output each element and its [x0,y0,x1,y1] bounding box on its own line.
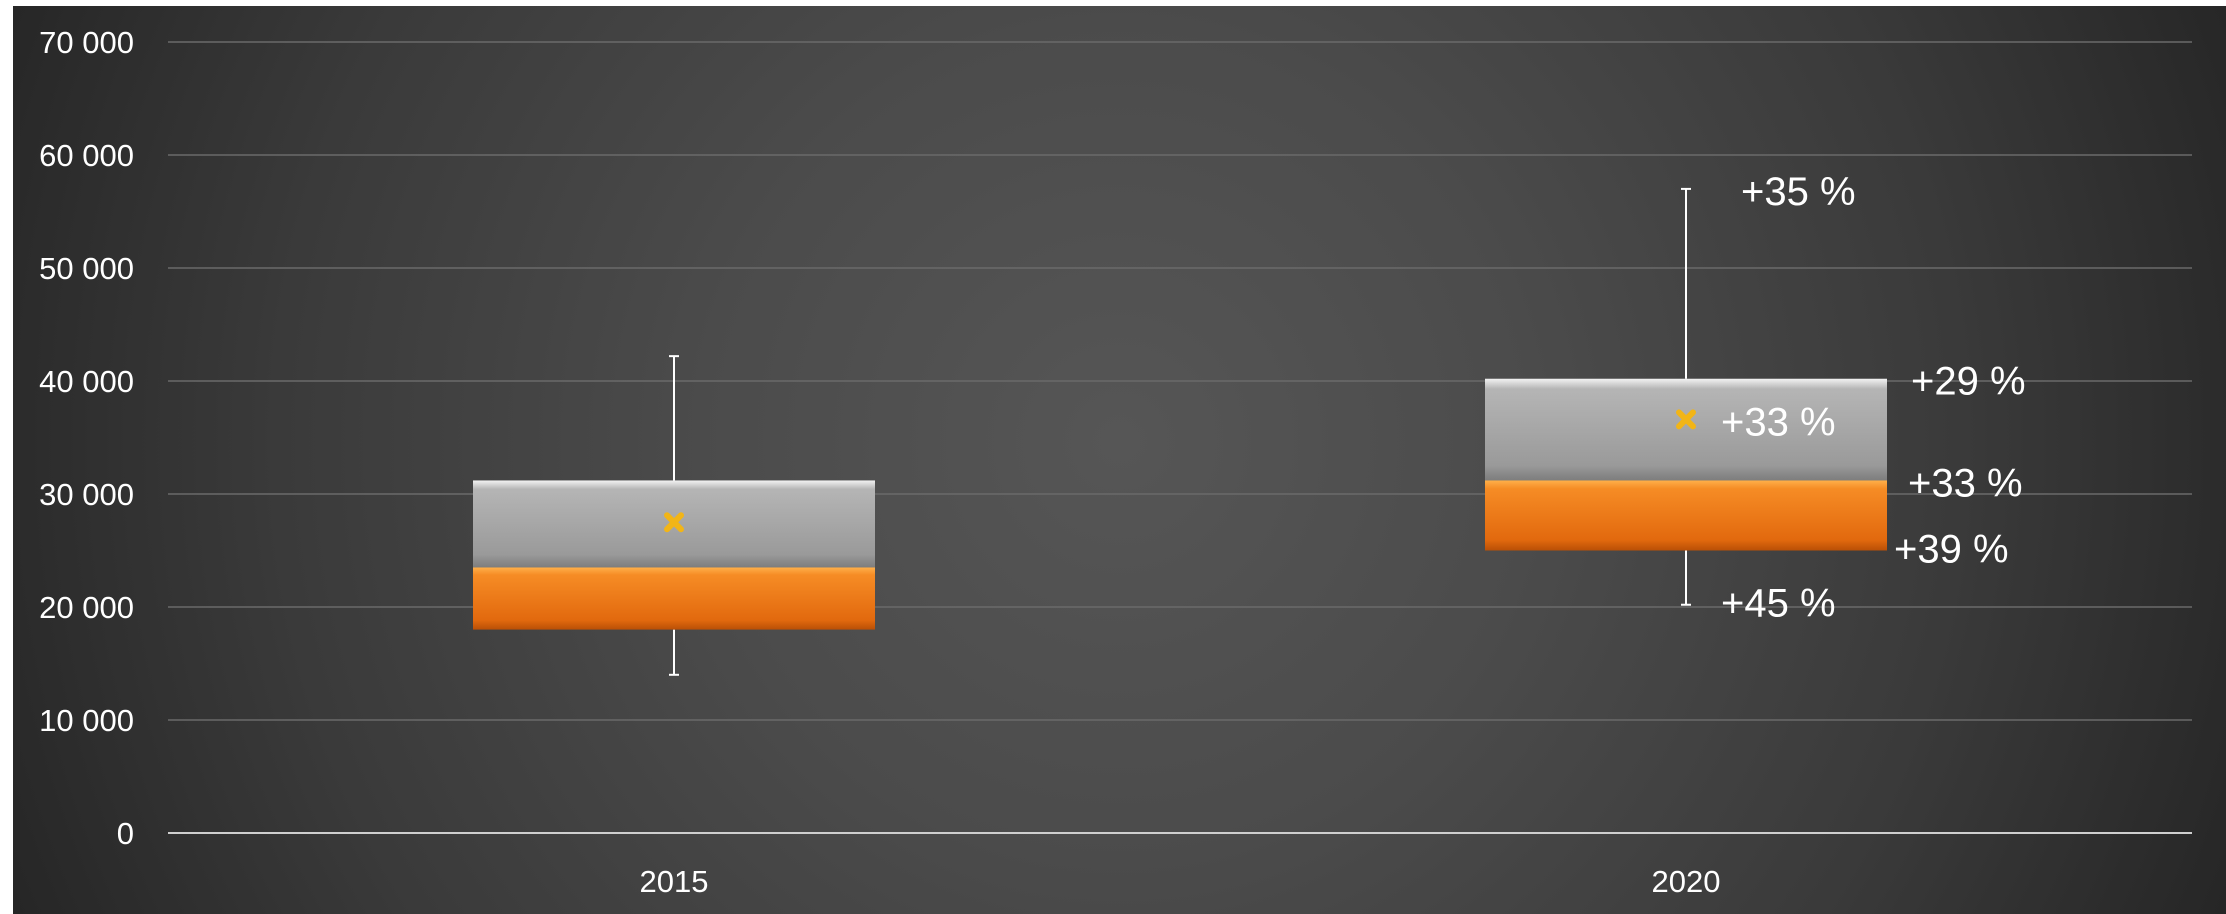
change-label-median: +33 % [1908,461,2023,505]
mean-marker [1676,409,1696,430]
y-tick-label: 50 000 [39,251,134,286]
y-tick-label: 20 000 [39,590,134,625]
y-tick-label: 30 000 [39,477,134,512]
x-tick-label: 2020 [1652,864,1721,899]
labels: 0 10 000 20 000 30 000 40 000 50 000 60 000 70 … [39,25,2025,899]
lower-box-2015 [473,567,875,630]
y-tick-label: 60 000 [39,138,134,173]
change-label-max: +35 % [1741,170,1856,214]
lower-box-2020 [1485,480,1887,551]
mean-marker [664,512,684,533]
y-tick-label: 10 000 [39,703,134,738]
upper-box-2020 [1485,378,1887,481]
y-tick-label: 70 000 [39,25,134,60]
y-tick-label: 40 000 [39,364,134,399]
boxes [473,187,1887,676]
gridlines [168,41,2192,721]
change-label-q1: +39 % [1894,528,2009,572]
change-label-mean: +33 % [1721,400,1836,444]
y-tick-label: 0 [117,816,134,851]
x-tick-label: 2015 [640,864,709,899]
change-label-min: +45 % [1721,582,1836,626]
change-label-q3: +29 % [1911,360,2026,404]
